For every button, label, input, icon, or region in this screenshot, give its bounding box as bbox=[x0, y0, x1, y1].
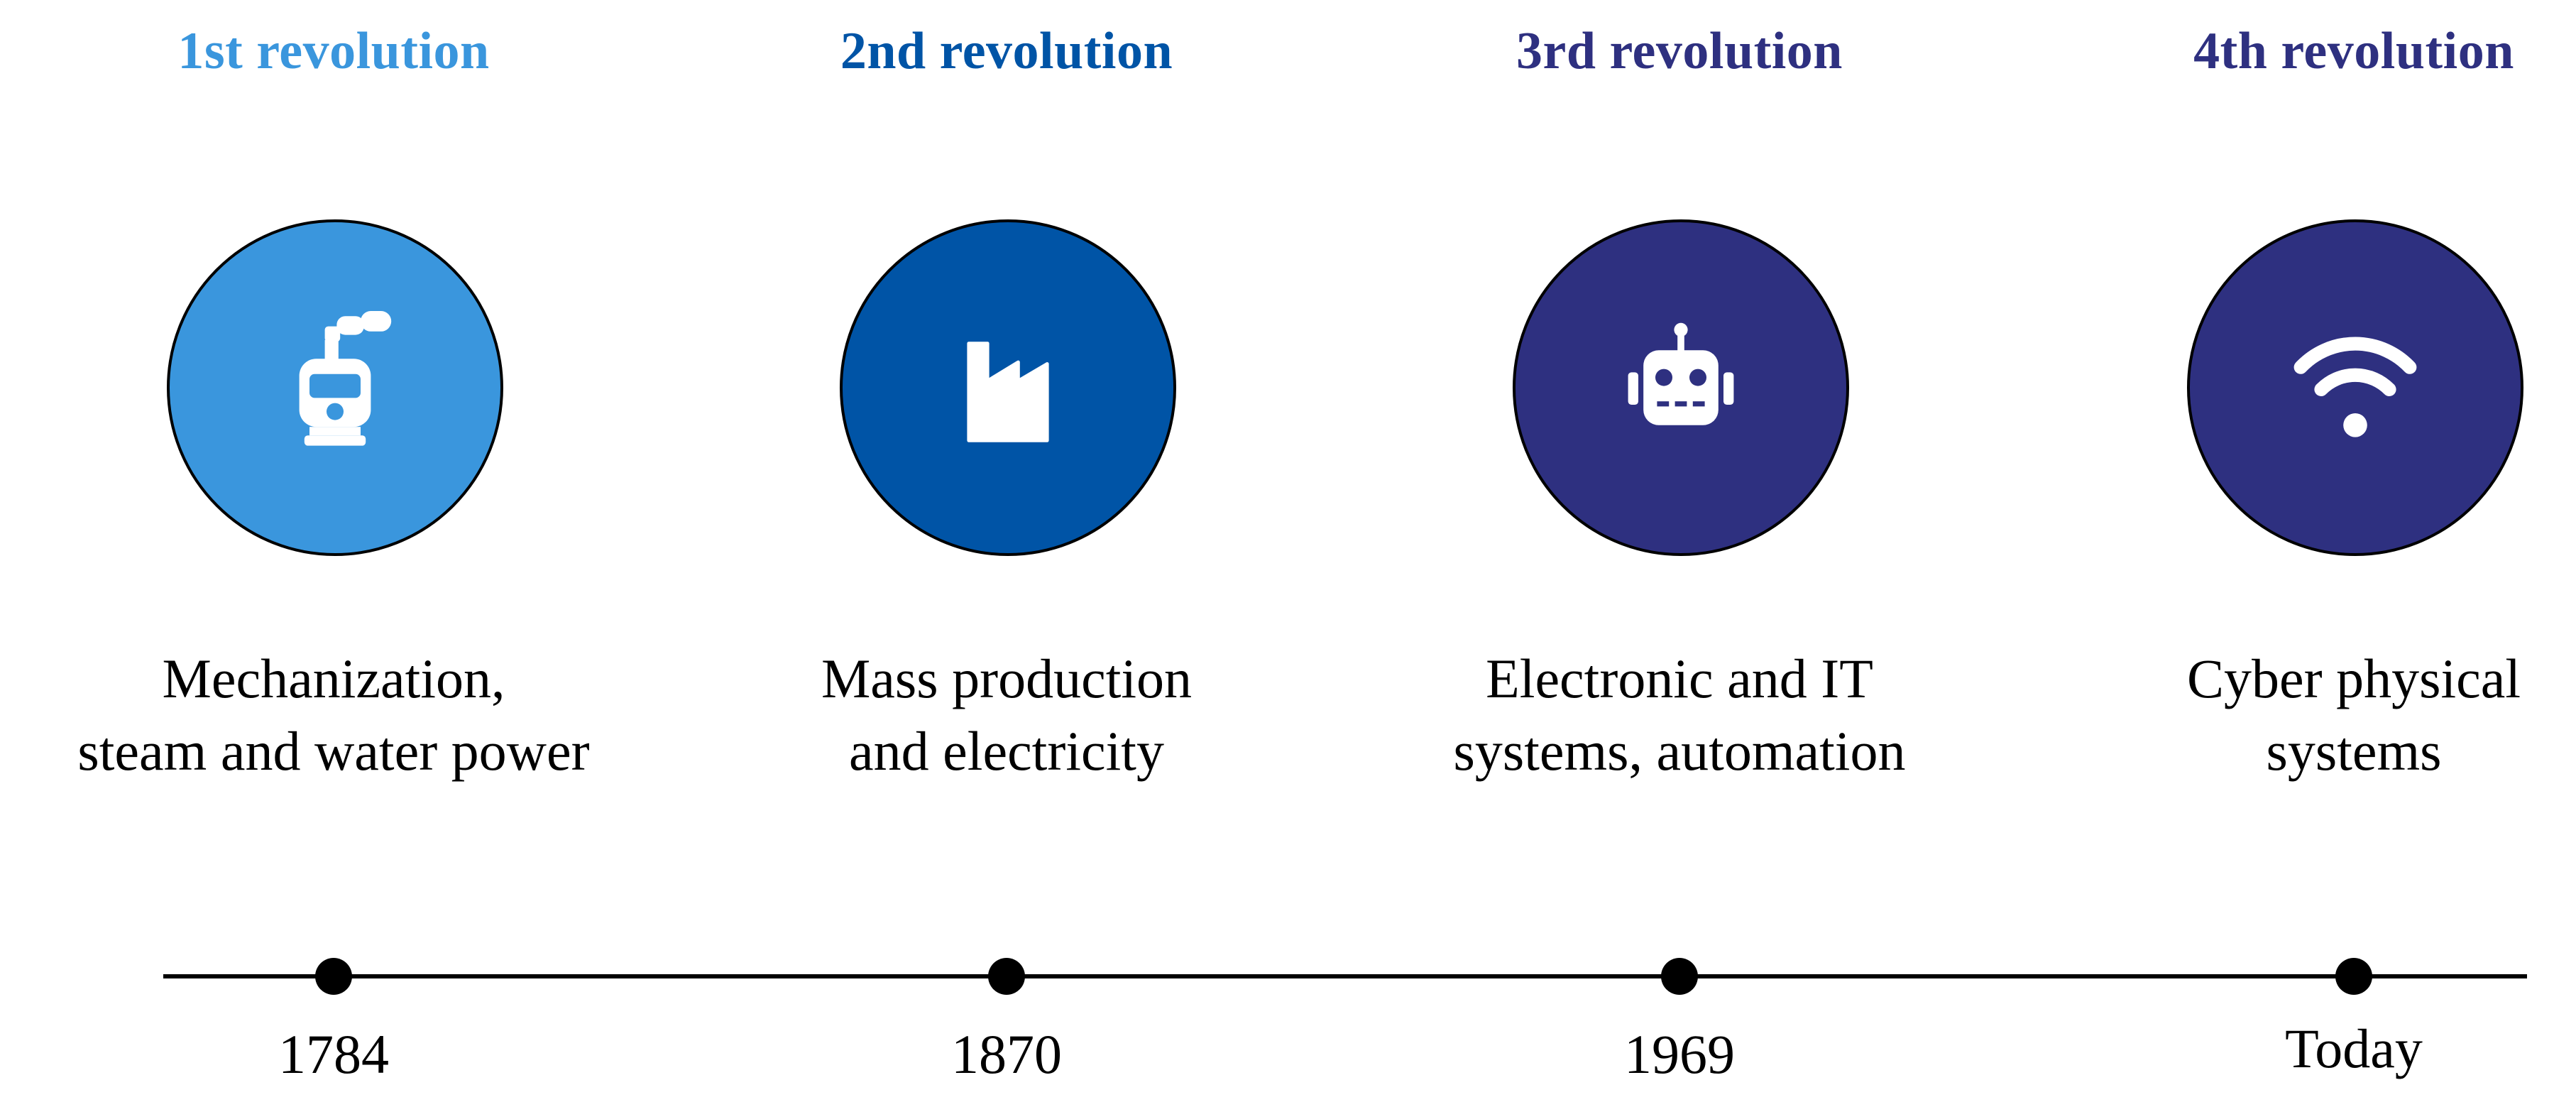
revolution-2: 2nd revolution Mass production and elect… bbox=[687, 0, 1326, 782]
revolution-3: 3rd revolution Electronic and bbox=[1360, 0, 1999, 782]
revolution-circle bbox=[1513, 219, 1849, 556]
revolution-title: 1st revolution bbox=[177, 22, 490, 80]
description-line: systems bbox=[2266, 720, 2442, 782]
revolution-description: Electronic and IT systems, automation bbox=[1360, 643, 1999, 787]
revolution-title: 2nd revolution bbox=[840, 22, 1173, 80]
timeline-marker bbox=[1661, 958, 1698, 995]
timeline-marker bbox=[315, 958, 352, 995]
timeline-axis bbox=[163, 974, 2527, 978]
description-line: systems, automation bbox=[1453, 720, 1906, 782]
revolution-description: Mass production and electricity bbox=[687, 643, 1326, 787]
timeline-marker bbox=[988, 958, 1025, 995]
description-line: and electricity bbox=[849, 720, 1164, 782]
revolution-1: 1st revolution Mechanization, bbox=[14, 0, 653, 782]
timeline-marker bbox=[2335, 958, 2372, 995]
revolution-title: 4th revolution bbox=[2193, 22, 2514, 80]
timeline-year: 1870 bbox=[951, 1023, 1062, 1085]
description-line: Cyber physical bbox=[2186, 648, 2521, 709]
factory-icon bbox=[967, 342, 1049, 442]
description-line: Mechanization, bbox=[162, 648, 505, 709]
revolution-description: Cyber physical systems bbox=[2034, 643, 2576, 787]
revolution-circle bbox=[840, 219, 1176, 556]
revolution-description: Mechanization, steam and water power bbox=[14, 643, 653, 787]
robot-icon bbox=[1628, 322, 1734, 425]
revolution-circle bbox=[167, 219, 503, 556]
timeline-year: 1784 bbox=[278, 1023, 389, 1085]
timeline-year: 1969 bbox=[1624, 1023, 1735, 1085]
wifi-icon bbox=[2293, 337, 2417, 437]
revolution-circle bbox=[2187, 219, 2523, 556]
timeline-year: Today bbox=[2285, 1018, 2423, 1079]
description-line: Electronic and IT bbox=[1486, 648, 1873, 709]
revolution-title: 3rd revolution bbox=[1516, 22, 1843, 80]
description-line: Mass production bbox=[821, 648, 1193, 709]
revolution-4: 4th revolution Cyber physical systems bbox=[2034, 0, 2576, 782]
description-line: steam and water power bbox=[77, 720, 590, 782]
steam-train-icon bbox=[299, 311, 392, 446]
